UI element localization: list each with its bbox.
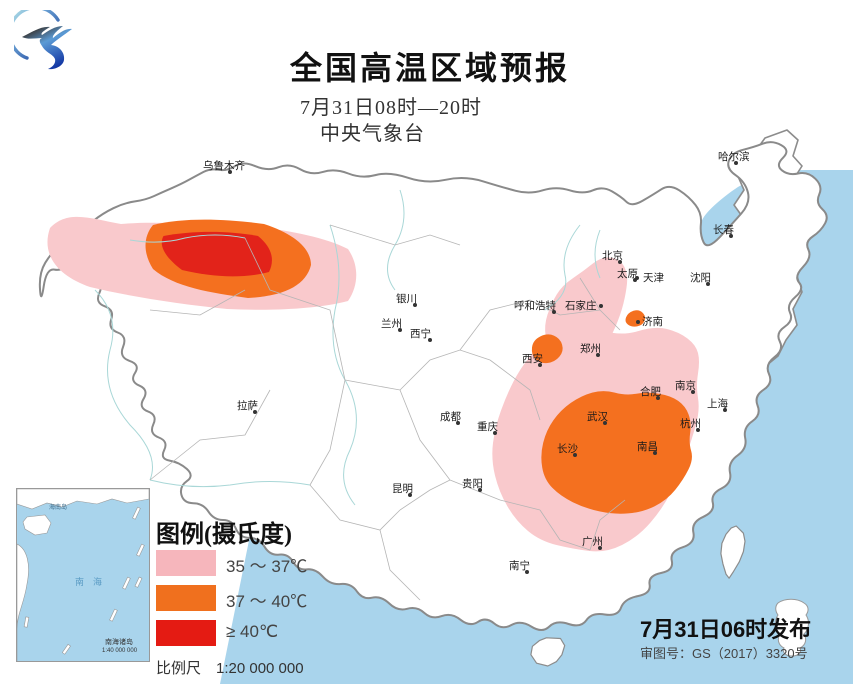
svg-text:长春: 长春 (713, 224, 734, 236)
svg-text:南京: 南京 (675, 379, 696, 392)
svg-text:南昌: 南昌 (637, 440, 658, 453)
svg-text:昆明: 昆明 (392, 483, 413, 495)
svg-text:长沙: 长沙 (557, 443, 578, 455)
svg-text:南海诸岛: 南海诸岛 (105, 637, 133, 646)
svg-text:南 海: 南 海 (75, 576, 102, 587)
svg-text:郑州: 郑州 (580, 342, 601, 355)
svg-text:呼和浩特: 呼和浩特 (514, 300, 556, 312)
svg-text:重庆: 重庆 (477, 420, 498, 433)
svg-text:海南岛: 海南岛 (49, 503, 67, 511)
svg-text:乌鲁木齐: 乌鲁木齐 (203, 159, 245, 172)
svg-text:太原: 太原 (617, 267, 638, 280)
svg-text:银川: 银川 (396, 292, 417, 305)
svg-text:杭州: 杭州 (680, 417, 701, 430)
svg-text:合肥: 合肥 (640, 385, 661, 398)
svg-text:哈尔滨: 哈尔滨 (718, 150, 750, 163)
svg-text:贵阳: 贵阳 (462, 477, 483, 490)
svg-text:西宁: 西宁 (410, 327, 431, 340)
svg-text:北京: 北京 (602, 249, 623, 262)
svg-text:济南: 济南 (642, 315, 663, 328)
svg-text:1:40 000 000: 1:40 000 000 (102, 648, 138, 654)
svg-text:兰州: 兰州 (381, 317, 402, 330)
svg-text:沈阳: 沈阳 (690, 271, 711, 284)
svg-text:天津: 天津 (643, 272, 664, 284)
svg-text:广州: 广州 (582, 536, 603, 548)
svg-text:武汉: 武汉 (587, 410, 608, 423)
svg-text:上海: 上海 (707, 397, 728, 410)
svg-text:成都: 成都 (440, 411, 461, 423)
svg-text:石家庄: 石家庄 (565, 299, 597, 312)
svg-text:西安: 西安 (522, 352, 543, 365)
svg-text:拉萨: 拉萨 (237, 399, 258, 412)
svg-text:南宁: 南宁 (509, 559, 530, 572)
